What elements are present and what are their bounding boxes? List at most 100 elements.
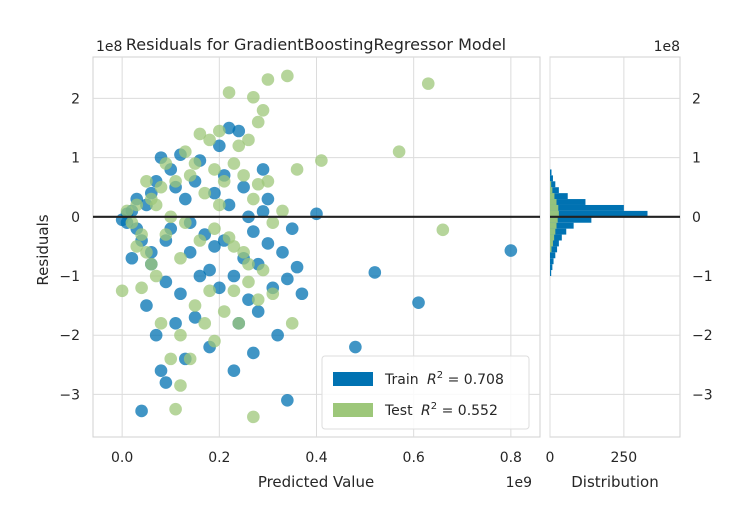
point-test-10 <box>251 177 265 191</box>
point-train-1 <box>412 296 425 309</box>
dist-y-tick-label-4: 1 <box>692 151 701 167</box>
point-test-4 <box>256 103 270 117</box>
point-test-24 <box>285 317 299 330</box>
point-test-17 <box>169 402 182 416</box>
main-points <box>115 69 518 424</box>
point-test-12 <box>315 154 328 167</box>
train-hist-bar-7 <box>550 228 567 235</box>
train-hist-bar-11 <box>550 204 624 211</box>
point-train-20 <box>169 317 182 330</box>
point-train-46 <box>271 328 284 342</box>
x-tick-label-1: 0.2 <box>208 450 230 466</box>
distribution-y-tick-labels: −3 −2 −1 0 1 2 <box>692 91 713 403</box>
point-train-41 <box>179 192 192 206</box>
main-x-tick-labels: 0.0 0.2 0.4 0.6 0.8 <box>111 450 522 466</box>
dist-y-tick-label-1: −2 <box>692 328 713 344</box>
dist-x-tick-label-1: 250 <box>610 450 637 466</box>
train-hist-bar-2 <box>550 258 554 265</box>
point-train-12 <box>261 237 275 250</box>
point-test-73 <box>130 240 144 253</box>
train-hist-bar-0 <box>550 270 552 277</box>
distribution-grid <box>549 57 680 437</box>
train-hist-bar-12 <box>550 199 586 205</box>
point-train-27 <box>174 287 187 301</box>
legend-test-swatch <box>333 403 373 417</box>
x-tick-label-3: 0.6 <box>403 450 425 466</box>
y-tick-label-0: −3 <box>59 387 80 403</box>
legend-test-label: Test R2 = 0.552 <box>384 401 498 419</box>
point-test-56 <box>237 246 250 259</box>
point-train-3 <box>349 340 362 354</box>
point-test-48 <box>130 198 144 212</box>
test-hist-bar-0 <box>550 246 552 253</box>
point-train-45 <box>251 305 265 318</box>
point-train-30 <box>183 246 197 259</box>
point-test-46 <box>154 180 168 194</box>
point-test-40 <box>188 157 202 170</box>
chart-title: Residuals for GradientBoostingRegressor … <box>126 35 506 54</box>
test-hist-bar-4 <box>550 222 557 229</box>
point-test-72 <box>140 174 153 188</box>
point-train-9 <box>295 287 309 301</box>
point-test-64 <box>159 157 173 170</box>
point-train-60 <box>125 251 139 265</box>
point-train-15 <box>256 163 270 176</box>
point-test-61 <box>217 174 231 188</box>
point-test-30 <box>115 284 129 298</box>
distribution-axis-label: Distribution <box>571 473 659 491</box>
point-train-18 <box>154 364 168 378</box>
test-hist-bar-3 <box>550 228 556 235</box>
train-hist-bar-1 <box>550 264 553 271</box>
point-train-4 <box>281 394 294 407</box>
y-offset-label: 1e8 <box>96 39 122 55</box>
point-test-25 <box>266 287 280 301</box>
point-test-36 <box>193 234 207 247</box>
point-test-22 <box>217 305 231 318</box>
point-test-9 <box>237 169 250 182</box>
point-test-14 <box>421 77 435 90</box>
train-hist-bar-14 <box>550 187 559 194</box>
train-hist-bar-6 <box>550 234 562 241</box>
dist-y-tick-label-5: 2 <box>692 91 701 107</box>
distribution-bars <box>550 169 648 277</box>
point-train-28 <box>159 275 173 289</box>
y-tick-label-5: 2 <box>71 91 80 107</box>
point-train-72 <box>208 240 221 253</box>
point-test-49 <box>125 216 139 230</box>
legend: Train R2 = 0.708 Test R2 = 0.552 <box>321 355 530 430</box>
point-test-43 <box>213 124 226 138</box>
test-hist-bar-1 <box>550 240 553 247</box>
point-test-6 <box>242 133 255 147</box>
x-axis-label: Predicted Value <box>258 473 374 491</box>
point-train-21 <box>188 311 202 324</box>
point-test-70 <box>174 328 187 342</box>
point-train-11 <box>281 272 294 286</box>
point-test-2 <box>247 90 260 104</box>
point-train-14 <box>232 124 246 138</box>
point-test-34 <box>159 228 173 241</box>
point-train-44 <box>242 293 255 306</box>
point-train-8 <box>290 260 304 274</box>
distribution-x-tick-labels: 0 250 <box>546 450 638 466</box>
point-train-63 <box>276 246 289 259</box>
test-hist-bar-10 <box>550 187 553 194</box>
distribution-panel: 0 250 −3 −2 −1 0 1 2 <box>546 56 713 466</box>
point-test-1 <box>261 73 275 86</box>
point-train-13 <box>222 121 236 135</box>
legend-box <box>321 355 530 430</box>
point-test-16 <box>247 410 260 424</box>
point-test-60 <box>247 192 260 206</box>
point-test-19 <box>164 352 178 366</box>
point-test-67 <box>251 293 265 306</box>
main-panel: 0.0 0.2 0.4 0.6 0.8 −3 −2 −1 0 1 2 <box>59 56 541 466</box>
point-test-15 <box>436 223 450 237</box>
point-test-71 <box>208 334 221 348</box>
point-test-63 <box>183 169 197 182</box>
train-hist-bar-16 <box>550 175 553 182</box>
test-hist-bar-11 <box>550 181 552 188</box>
point-test-37 <box>208 222 221 235</box>
distribution-offset-label: 1e8 <box>654 39 680 55</box>
distribution-plot-area <box>549 56 681 438</box>
point-test-13 <box>392 145 406 159</box>
